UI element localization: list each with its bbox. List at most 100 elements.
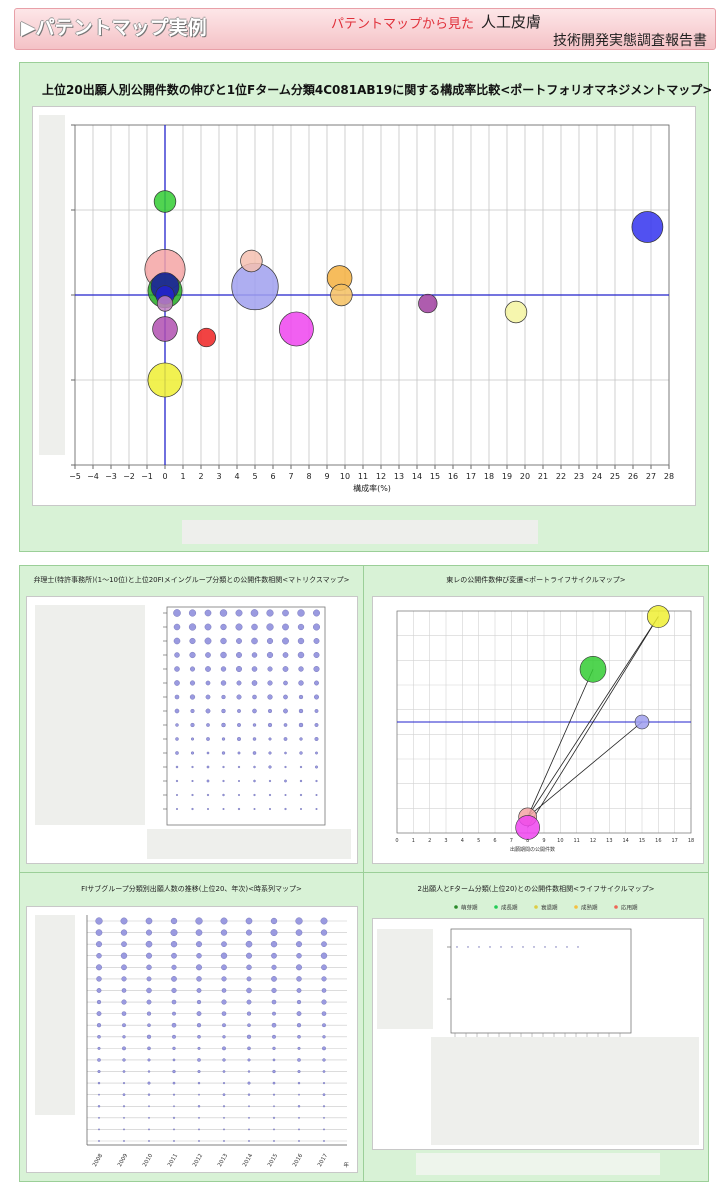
matrix-bubble [191,765,194,769]
matrix-bubble [314,680,319,686]
matrix-bubble [267,680,273,686]
matrix-bubble [237,751,241,755]
matrix-bubble [237,765,241,769]
matrix-bubble [299,807,302,810]
matrix-bubble [237,793,240,796]
cycle-point [555,946,557,948]
timeseries-bubble [198,1093,200,1096]
timeseries-bubble [221,941,227,948]
x-tick-label: 23 [574,472,584,481]
timeseries-bubble [196,1011,202,1017]
x-tick-label: 15 [430,472,440,481]
timeseries-bubble [171,1022,177,1028]
timeseries-year-label: 2016 [292,1153,304,1169]
timeseries-bubble [122,1070,126,1073]
matrix-bubble [298,680,304,686]
matrix-bubble [175,751,179,755]
timeseries-bubble [295,929,303,936]
matrix-bubble [221,737,226,741]
bubble-point [147,362,183,398]
cycle-point [577,946,579,948]
x-tick-label: 8 [306,472,311,481]
timeseries-bubble [196,1023,202,1028]
lifecycle-x-tick: 15 [639,838,645,844]
timeseries-bubble [246,976,252,982]
matrix-bubble [252,694,257,700]
timeseries-bubble [98,1093,100,1096]
timeseries-bubble [198,1128,200,1131]
matrix-bubble [220,637,227,645]
matrix-bubble [236,680,242,686]
timeseries-bubble [148,1128,150,1131]
matrix-bubble [315,807,318,810]
timeseries-year-label: 2010 [142,1153,154,1169]
timeseries-bubble [247,1058,251,1062]
timeseries-bubble [171,987,177,994]
cycle-point [544,946,546,948]
timeseries-bubble [246,964,252,971]
timeseries-bubble [97,1070,101,1074]
page-title: ▶パテントマップ実例 [21,17,207,39]
matrix-bubble [204,609,212,617]
timeseries-bubble [121,976,127,982]
timeseries-bubble [270,941,278,948]
cycle-legend-label: 衰退期 [541,904,558,912]
cycle-legend: 萌芽期 成長期 衰退期 成熟期 応用期 [364,898,708,912]
timeseries-bubble [147,1058,151,1062]
lifecycle-x-tick: 5 [477,838,480,844]
timeseries-year-label: 2014 [242,1153,254,1169]
matrix-bubble [205,652,211,658]
report-subtitle-line2: 技術開発実態調査報告書 [553,33,707,49]
matrix-bubble [175,765,179,769]
matrix-bubble [282,609,289,617]
cycle-row-labels-area [377,929,433,1029]
matrix-bubble [268,807,271,810]
cycle-point [467,946,469,948]
timeseries-bubble [121,1011,127,1016]
matrix-bubble [284,807,287,811]
timeseries-bubble [321,941,327,948]
timeseries-bubble [122,1082,126,1085]
matrix-bubble [253,765,256,769]
timeseries-bubble [147,1093,151,1096]
timeseries-year-label: 2008 [92,1153,104,1169]
timeseries-bubble [198,1116,200,1119]
timeseries-bubble [121,988,127,993]
cycle-legend-label: 萌芽期 [461,904,478,912]
matrix-bubble [206,723,210,727]
timeseries-bubble [321,1011,327,1016]
timeseries-bubble [145,952,152,959]
matrix-bubble [297,651,305,659]
lifecycle-x-tick: 18 [688,838,694,844]
matrix-bubble [313,623,320,631]
x-tick-label: −4 [87,472,99,481]
timeseries-bubble [246,999,252,1005]
timeseries-bubble [248,1116,250,1119]
matrix-bubble [222,765,225,769]
matrix-bubble [299,751,303,755]
timeseries-bubble [96,953,102,959]
matrix-bubble [222,807,225,810]
timeseries-bubble [322,1023,326,1028]
lifecycle-trajectory-line [527,616,659,818]
timeseries-bubble [173,1140,175,1142]
matrix-bubble [189,637,196,645]
timeseries-bubble [246,1011,252,1016]
timeseries-bubble [223,1128,225,1131]
matrix-bubble [174,652,180,658]
matrix-bubble [205,694,211,700]
timeseries-bubble [270,917,278,925]
timeseries-bubble [146,999,152,1005]
cycle-legend-swatch [574,905,578,909]
timeseries-bubble [122,1093,126,1097]
timeseries-bubble [322,1105,326,1108]
matrix-bubble [222,779,225,783]
matrix-bubble [298,722,304,728]
matrix-bubble [222,793,225,797]
timeseries-bubble [121,964,127,971]
main-chart-panel: 上位20出願人別公開件数の伸びと1位Fターム分類4C081AB19に関する構成率… [19,62,712,552]
matrix-bubble [268,793,272,797]
bubble-point [278,311,314,347]
cycle-point [522,946,524,948]
